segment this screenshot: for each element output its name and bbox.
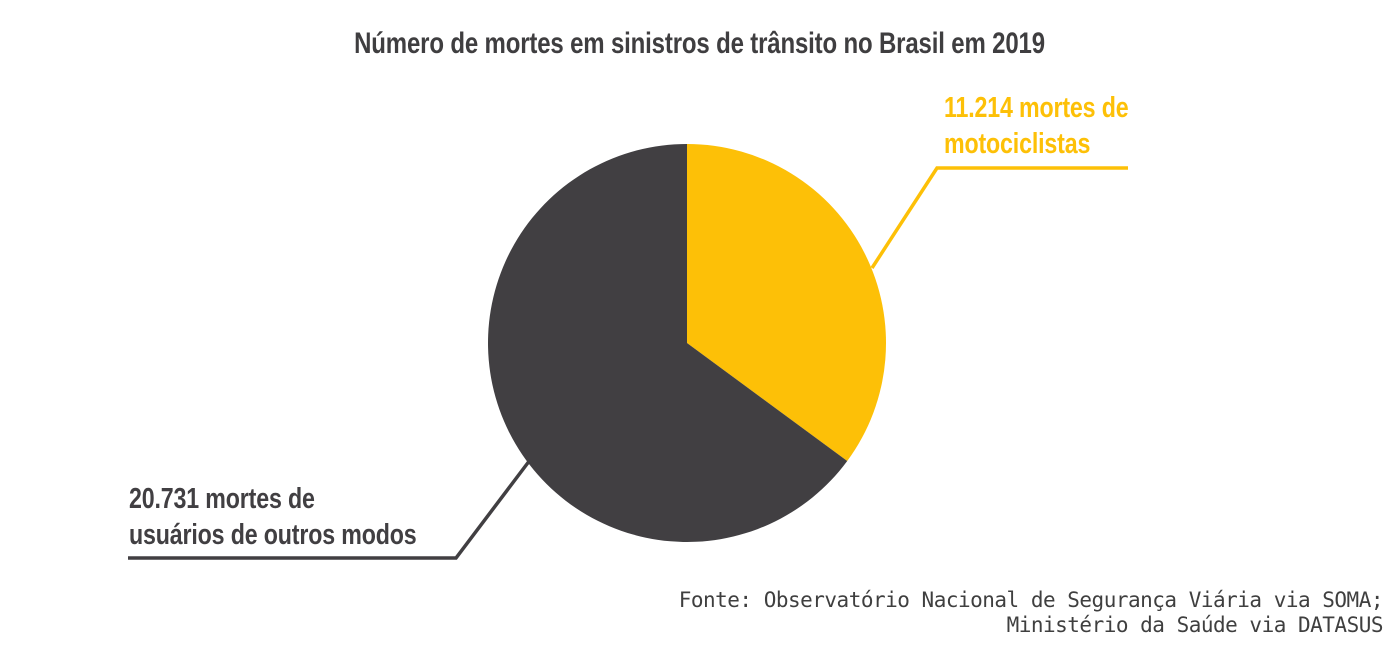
pie-slice-usuários-de-outros-modos: [488, 144, 848, 542]
slice-label-motociclistas: 11.214 mortes de motociclistas: [944, 92, 1129, 160]
leader-line-outros-modos: [128, 458, 532, 560]
slice-label-outros-modos: 20.731 mortes de usuários de outros modo…: [129, 483, 417, 551]
source-credit: Fonte: Observatório Nacional de Seguranç…: [678, 588, 1384, 637]
pie-slices: [488, 143, 887, 542]
leader-line-motociclistas: [870, 166, 1128, 269]
chart-title: Número de mortes em sinistros de trânsit…: [354, 27, 1045, 60]
pie-slice-motociclistas: [687, 143, 887, 462]
